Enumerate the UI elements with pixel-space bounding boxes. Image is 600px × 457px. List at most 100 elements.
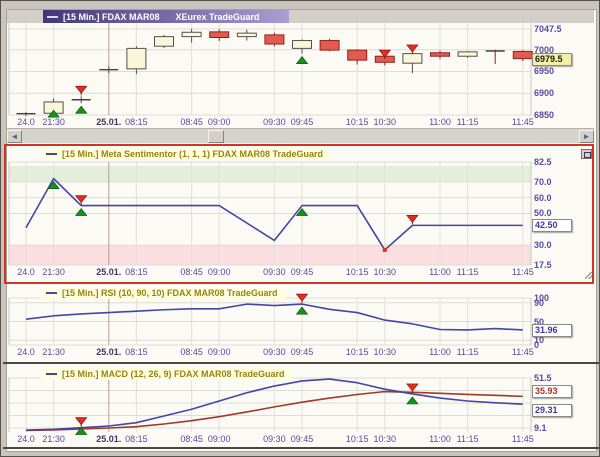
MACD-line [25, 378, 523, 431]
buy-signal-icon [47, 181, 60, 189]
x-axis-tick: 09:30 [263, 267, 286, 277]
buy-signal-icon [74, 105, 88, 114]
last-value-box: 35.93 [532, 385, 572, 399]
y-axis-tick: 9.1 [534, 423, 547, 433]
rsi-panel-title[interactable]: [15 Min.] RSI (10, 90, 10) FDAX MAR08 Tr… [41, 287, 285, 299]
x-axis-tick: 09:00 [207, 347, 231, 357]
x-axis-tick: 08:45 [180, 347, 203, 357]
candle-body [402, 53, 423, 64]
subchart-maximize-icon[interactable] [581, 149, 592, 159]
macd-title-text: [15 Min.] MACD (12, 26, 9) FDAX MAR08 Tr… [62, 369, 285, 379]
y-axis-tick: 30.0 [534, 240, 552, 251]
rsi-legend-dash-icon [46, 292, 57, 294]
panel-separator-bottom[interactable] [3, 447, 599, 449]
scroll-right-button[interactable]: ► [579, 130, 594, 143]
x-axis-tick: 24.0 [17, 434, 35, 444]
sell-signal-icon [378, 49, 392, 58]
rsi-panel [8, 293, 532, 346]
buy-signal-icon [47, 109, 60, 118]
candlestick [71, 96, 91, 104]
candle-body [209, 31, 230, 38]
scroll-left-button[interactable]: ◄ [7, 130, 22, 143]
x-axis-tick: 09:30 [263, 434, 286, 444]
x-axis-tick: 10:30 [373, 267, 397, 277]
x-axis-tick: 10:15 [345, 267, 369, 277]
x-axis-tick: 10:15 [345, 117, 369, 127]
x-axis-tick: 11:00 [429, 434, 451, 444]
x-axis-tick: 25.01. [96, 434, 122, 444]
last-value-box: 31.96 [532, 323, 572, 337]
y-axis-tick: 17.5 [534, 260, 552, 270]
rsi-title-text: [15 Min.] RSI (10, 90, 10) FDAX MAR08 Tr… [62, 288, 278, 298]
panel-resize-grip-icon[interactable] [585, 272, 592, 279]
macd-legend-dash-icon [46, 373, 57, 375]
x-axis-tick: 24.0 [17, 267, 35, 277]
candle-body [264, 34, 285, 45]
x-axis-tick: 08:15 [125, 117, 148, 127]
x-axis-tick: 25.01. [96, 267, 122, 277]
scroll-left-arrow-icon: ◄ [10, 132, 19, 141]
x-axis-tick: 10:30 [373, 117, 397, 127]
x-axis-tick: 09:45 [290, 347, 314, 357]
x-axis-tick: 09:00 [207, 434, 231, 444]
x-axis-tick: 11:15 [456, 117, 479, 127]
x-axis-tick: 08:45 [180, 267, 203, 277]
candlestick [402, 52, 423, 74]
x-axis-tick: 10:15 [345, 347, 369, 357]
y-axis-tick: 0 [534, 340, 540, 350]
x-axis-tick: 11:15 [456, 267, 479, 277]
last-value-box: 29.31 [532, 404, 572, 418]
x-axis-tick: 09:45 [290, 434, 314, 444]
Signal-line [25, 390, 523, 432]
macd-panel [8, 377, 532, 435]
x-axis-tick: 11:00 [429, 267, 451, 277]
buy-signal-icon [295, 207, 309, 216]
candlestick [154, 34, 174, 48]
x-axis-tick: 09:30 [263, 117, 286, 127]
candle-body [457, 51, 478, 57]
y-axis-tick: 6850 [534, 110, 555, 120]
sell-signal-icon [406, 383, 419, 392]
x-axis-tick: 21:30 [42, 347, 65, 357]
chart-title-platform: XEurex TradeGuard [175, 11, 260, 22]
x-axis-tick: 11:00 [429, 347, 451, 357]
buy-signal-icon [74, 207, 88, 216]
sentimentor-legend-dash-icon [46, 153, 57, 155]
x-axis-tick: 11:00 [429, 117, 451, 127]
sell-signal-icon [74, 85, 88, 94]
price-series-legend-dash-icon [47, 15, 58, 18]
x-axis-tick: 11:45 [511, 117, 534, 127]
x-axis-tick: 10:30 [373, 347, 397, 357]
panel-separator[interactable] [3, 362, 599, 364]
y-axis-tick: 100 [534, 293, 550, 303]
macd-panel-title[interactable]: [15 Min.] MACD (12, 26, 9) FDAX MAR08 Tr… [41, 368, 292, 380]
candle-body [126, 47, 147, 70]
horizontal-scrollbar[interactable]: ◄ ► [7, 128, 594, 143]
sentimentor-panel-title[interactable]: [15 Min.] Meta Sentimentor (1, 1, 1) FDA… [41, 148, 331, 160]
buy-signal-icon [295, 56, 309, 64]
chart-title-instrument: [15 Min.] FDAX MAR08 [63, 11, 160, 22]
candlestick [457, 50, 478, 58]
y-axis-tick: 50 [534, 316, 545, 327]
threshold-band [9, 245, 531, 265]
x-axis-tick: 09:30 [263, 347, 286, 357]
x-axis-tick: 09:00 [207, 117, 231, 127]
candle-body [319, 40, 340, 51]
candle-body [347, 49, 368, 61]
candle-body [430, 52, 450, 57]
x-axis-tick: 21:30 [42, 117, 65, 127]
threshold-band [9, 165, 531, 182]
scrollbar-thumb[interactable] [208, 130, 224, 143]
x-axis-tick: 11:45 [511, 267, 534, 277]
candlestick [181, 28, 202, 43]
chart-window-titlebar[interactable]: [15 Min.] FDAX MAR08 XEurex TradeGuard [43, 10, 289, 23]
candlestick [16, 111, 36, 117]
candlestick [209, 29, 230, 41]
candle-body [292, 40, 312, 49]
x-axis-tick: 25.01. [96, 347, 122, 357]
x-axis-tick: 08:15 [125, 267, 148, 277]
y-axis-tick: 51.5 [534, 373, 552, 383]
candlestick [126, 46, 147, 75]
x-axis-tick: 25.01. [96, 117, 122, 127]
